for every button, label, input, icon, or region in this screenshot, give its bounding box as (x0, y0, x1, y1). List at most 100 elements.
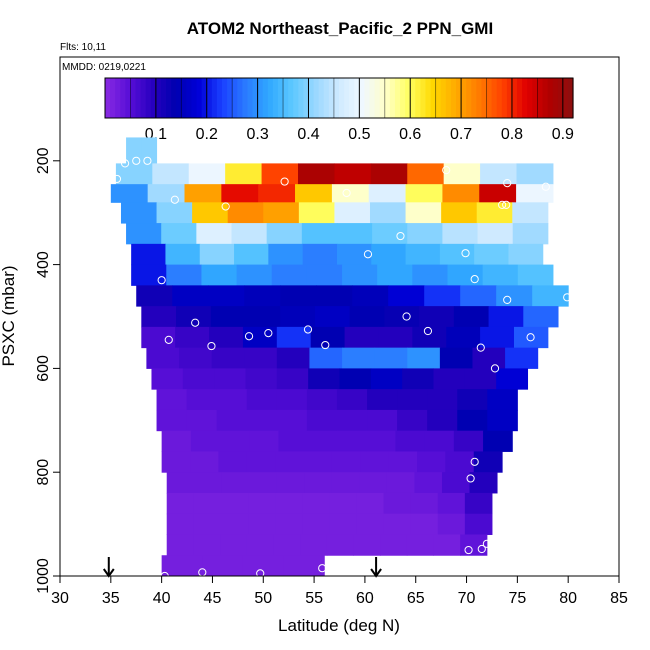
heatmap-cell (246, 409, 278, 432)
colorbar-swatch (303, 78, 310, 118)
heatmap-cell (356, 492, 385, 515)
colorbar-frame (104, 77, 574, 119)
heatmap-cell (359, 472, 388, 494)
heatmap-cell (424, 430, 455, 452)
heatmap-cell (412, 326, 447, 349)
heatmap-cell (166, 513, 195, 535)
heatmap-cell (516, 184, 554, 203)
colorbar-swatch (557, 78, 564, 118)
heatmap-cell (199, 243, 235, 266)
heatmap-cell (374, 347, 408, 369)
colorbar-swatch (201, 78, 208, 118)
colorbar-swatch (435, 78, 442, 118)
heatmap-cell (314, 306, 351, 328)
heatmap-cell (329, 513, 357, 535)
x-tick-label: 45 (204, 590, 222, 607)
colorbar-swatch (150, 78, 157, 118)
x-tick-label: 75 (508, 590, 526, 607)
heatmap-cell (472, 347, 506, 369)
heatmap-cell (300, 534, 328, 556)
heatmap-cell (447, 264, 484, 286)
y-tick-label: 600 (35, 355, 52, 382)
colorbar-swatch (547, 78, 554, 118)
heatmap-cell (446, 326, 481, 349)
heatmap-cell (331, 472, 360, 494)
heatmap-cell (280, 285, 317, 307)
heatmap-cell (414, 472, 443, 494)
heatmap-cell (349, 306, 385, 328)
heatmap-cell (120, 202, 158, 224)
heatmap-cell (334, 163, 372, 185)
heatmap-cell (460, 534, 488, 556)
heatmap-cell (302, 492, 330, 515)
colorbar-swatch (267, 78, 274, 118)
observation-point (563, 293, 572, 302)
heatmap-cell (366, 430, 396, 452)
colorbar-swatch (135, 78, 142, 118)
heatmap-cell (186, 389, 218, 411)
plot-frame (59, 56, 620, 577)
x-tick-label: 30 (51, 590, 69, 607)
colorbar-swatch (339, 78, 345, 118)
colorbar-tick-label: 0.6 (399, 126, 421, 143)
colorbar-swatch (252, 78, 259, 118)
y-tick-label: 200 (35, 147, 52, 174)
mmdd-text: MMDD: 0219,0221 (62, 62, 146, 73)
heatmap-cell (445, 451, 475, 473)
heatmap-cell (405, 184, 443, 203)
heatmap-cell (367, 389, 398, 411)
observation-point (280, 177, 289, 186)
colorbar-tick-label: 0.5 (348, 126, 370, 143)
heatmap-cell (407, 223, 443, 245)
heatmap-cell (220, 430, 250, 452)
observation-point (120, 159, 130, 168)
colorbar-swatch (328, 78, 335, 118)
heatmap-cell (276, 347, 310, 369)
observation-point (503, 295, 512, 304)
colorbar-swatch (384, 78, 391, 118)
heatmap-cell (242, 555, 285, 577)
colorbar-swatch (237, 78, 243, 118)
observation-point (476, 343, 485, 352)
colorbar-swatch (216, 78, 223, 118)
heatmap-cell (166, 472, 195, 494)
colorbar-swatch (196, 78, 203, 118)
heatmap-cell (342, 264, 378, 286)
colorbar-swatch (420, 78, 427, 118)
heatmap-cell (141, 306, 177, 328)
heatmap-cell (161, 430, 192, 452)
heatmap-cell (306, 389, 338, 411)
heatmap-cells (110, 137, 569, 577)
heatmap-cell (427, 409, 458, 432)
heatmap-cell (301, 223, 338, 245)
heatmap-cell (433, 368, 466, 390)
heatmap-cell (377, 264, 413, 286)
observation-point (143, 156, 152, 165)
heatmap-cell (384, 306, 420, 328)
heatmap-cell (156, 389, 188, 411)
y-tick-label: 400 (35, 251, 52, 278)
colorbar-swatch (517, 78, 523, 118)
colorbar-swatch (176, 78, 182, 118)
heatmap-cell (220, 534, 248, 556)
colorbar-swatch (130, 78, 137, 118)
heatmap-cell (192, 202, 229, 224)
heatmap-cell (220, 513, 249, 535)
heatmap-cell (336, 223, 373, 245)
colorbar-swatch (186, 78, 193, 118)
observation-point (112, 174, 122, 184)
heatmap-cell (433, 534, 461, 556)
colorbar-swatch (171, 78, 177, 118)
heatmap-cell (175, 326, 210, 349)
heatmap-cell (395, 430, 426, 452)
colorbar-swatch (400, 78, 406, 118)
y-tick-label: 800 (35, 459, 52, 486)
observation-point (221, 202, 230, 211)
colorbar-tick-label: 0.4 (297, 126, 319, 143)
heatmap-cell (278, 430, 309, 452)
observation-point (132, 156, 141, 165)
heatmap-cell (214, 368, 246, 390)
heatmap-cell (218, 451, 248, 473)
heatmap-cell (161, 223, 197, 245)
colorbar-swatch (410, 78, 416, 118)
